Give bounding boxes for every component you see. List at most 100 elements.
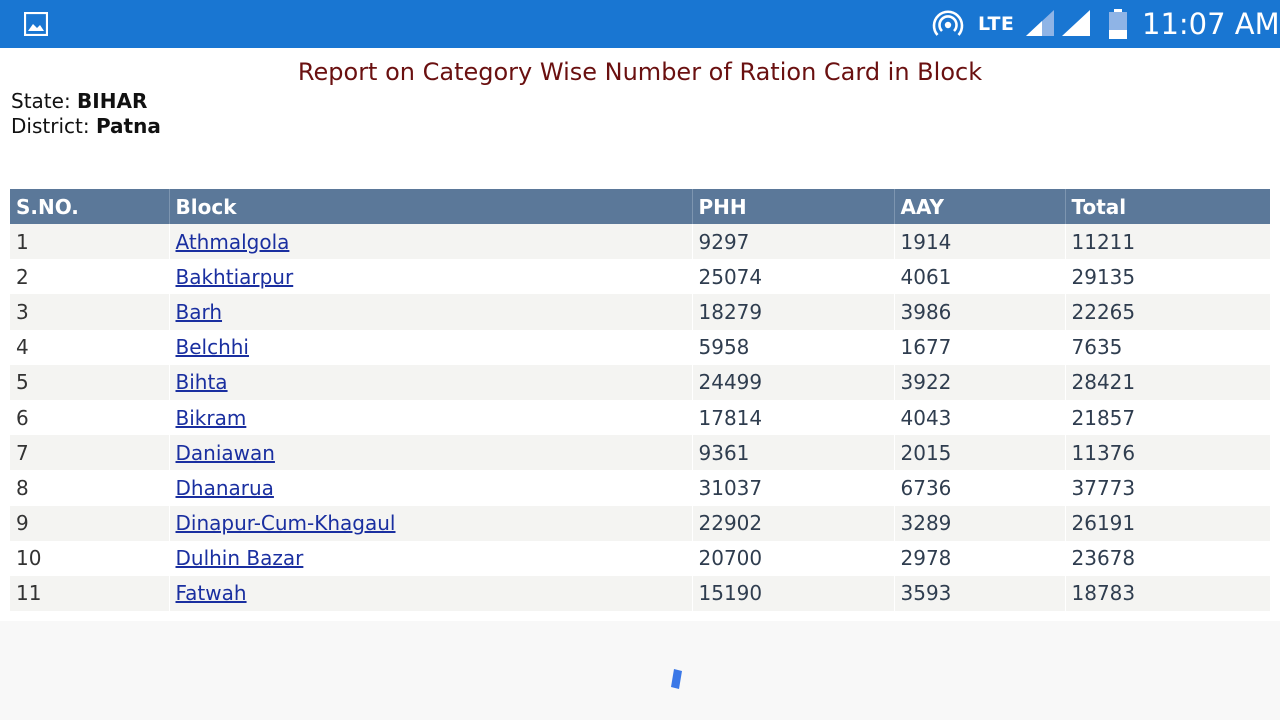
- table-row: 10 Dulhin Bazar 20700 2978 23678: [10, 540, 1270, 576]
- cell-total: 23678: [1064, 540, 1270, 576]
- block-link[interactable]: Dhanarua: [175, 475, 274, 500]
- table-header-row: S.NO. Block PHH AAY Total: [10, 189, 1270, 224]
- block-link[interactable]: Daniawan: [175, 440, 275, 465]
- cell-aay: 1914: [893, 224, 1065, 260]
- cell-sno: 4: [10, 329, 169, 365]
- cell-total: 18783: [1064, 575, 1270, 612]
- header-sno: S.NO.: [10, 189, 169, 224]
- cell-aay: 3922: [893, 364, 1065, 400]
- cell-aay: 1677: [893, 329, 1065, 365]
- cell-phh: 18279: [691, 294, 894, 330]
- cell-block: Daniawan: [168, 435, 692, 471]
- network-type-label: LTE: [978, 13, 1015, 35]
- cell-aay: 4043: [893, 399, 1065, 436]
- cell-sno: 7: [10, 435, 169, 471]
- cell-phh: 22902: [691, 505, 894, 541]
- cell-aay: 6736: [893, 470, 1065, 506]
- district-info: District: Patna: [11, 114, 161, 138]
- cell-sno: 3: [10, 294, 169, 330]
- signal-icon: [1026, 10, 1054, 36]
- status-bar: LTE 11:07 AM: [0, 0, 1280, 48]
- block-link[interactable]: Bikram: [175, 405, 247, 430]
- cell-aay: 2015: [893, 435, 1065, 471]
- table-body: 1 Athmalgola 9297 1914 11211 2 Bakhtiarpur 2507…: [10, 224, 1270, 612]
- cell-phh: 20700: [691, 540, 894, 576]
- cell-phh: 25074: [691, 259, 894, 295]
- cell-phh: 31037: [691, 470, 894, 506]
- state-info: State: BIHAR: [11, 89, 147, 113]
- cell-total: 26191: [1064, 505, 1270, 541]
- cell-block: Bikram: [168, 399, 692, 436]
- district-value: Patna: [95, 114, 161, 138]
- cell-total: 28421: [1064, 364, 1270, 400]
- cell-sno: 2: [10, 259, 169, 295]
- cell-sno: 8: [10, 470, 169, 506]
- cell-aay: 4061: [893, 259, 1065, 295]
- gallery-icon: [24, 12, 48, 36]
- cell-block: Bihta: [168, 364, 692, 400]
- cell-total: 11211: [1064, 224, 1270, 260]
- cell-block: Fatwah: [168, 575, 692, 612]
- cell-phh: 9297: [691, 224, 894, 260]
- cell-block: Belchhi: [168, 329, 692, 365]
- block-link[interactable]: Barh: [175, 299, 223, 324]
- cell-sno: 5: [10, 364, 169, 400]
- cell-block: Bakhtiarpur: [168, 259, 692, 295]
- district-label: District:: [11, 114, 96, 138]
- cell-total: 29135: [1064, 259, 1270, 295]
- block-link[interactable]: Dulhin Bazar: [175, 546, 304, 571]
- cell-sno: 1: [10, 224, 169, 260]
- cell-total: 7635: [1064, 329, 1270, 365]
- cell-sno: 10: [10, 540, 169, 576]
- table-row: 3 Barh 18279 3986 22265: [10, 294, 1270, 330]
- table-row: 11 Fatwah 15190 3593 18783: [10, 575, 1270, 612]
- report-title: Report on Category Wise Number of Ration…: [297, 58, 983, 86]
- ration-card-table: S.NO. Block PHH AAY Total 1 Athmalgola 929…: [10, 189, 1270, 612]
- cell-phh: 15190: [691, 575, 894, 612]
- block-link[interactable]: Dinapur-Cum-Khagaul: [175, 511, 396, 536]
- table-row: 5 Bihta 24499 3922 28421: [10, 364, 1270, 400]
- table-row: 9 Dinapur-Cum-Khagaul 22902 3289 26191: [10, 505, 1270, 541]
- table-row: 1 Athmalgola 9297 1914 11211: [10, 224, 1270, 260]
- cell-aay: 3289: [893, 505, 1065, 541]
- table-row: 2 Bakhtiarpur 25074 4061 29135: [10, 259, 1270, 295]
- block-link[interactable]: Athmalgola: [175, 229, 290, 254]
- cell-aay: 3986: [893, 294, 1065, 330]
- cell-block: Dulhin Bazar: [168, 540, 692, 576]
- cell-sno: 9: [10, 505, 169, 541]
- block-link[interactable]: Bihta: [175, 370, 228, 395]
- loading-spinner-icon: [671, 669, 682, 689]
- cell-block: Dhanarua: [168, 470, 692, 506]
- cell-sno: 6: [10, 399, 169, 436]
- cell-phh: 17814: [691, 399, 894, 436]
- block-link[interactable]: Belchhi: [175, 335, 250, 360]
- table-row: 6 Bikram 17814 4043 21857: [10, 399, 1270, 436]
- battery-icon: [1109, 9, 1127, 39]
- cell-block: Dinapur-Cum-Khagaul: [168, 505, 692, 541]
- header-phh: PHH: [691, 189, 894, 224]
- cell-sno: 11: [10, 575, 169, 612]
- signal-full-icon: [1062, 10, 1090, 36]
- header-total: Total: [1064, 189, 1270, 224]
- block-link[interactable]: Bakhtiarpur: [175, 264, 294, 289]
- cell-phh: 5958: [691, 329, 894, 365]
- state-label: State:: [11, 89, 78, 113]
- state-value: BIHAR: [77, 89, 148, 113]
- table-row: 4 Belchhi 5958 1677 7635: [10, 329, 1270, 365]
- header-aay: AAY: [893, 189, 1065, 224]
- cell-total: 22265: [1064, 294, 1270, 330]
- cell-aay: 2978: [893, 540, 1065, 576]
- table-row: 7 Daniawan 9361 2015 11376: [10, 435, 1270, 471]
- header-block: Block: [168, 189, 692, 224]
- block-link[interactable]: Fatwah: [175, 581, 247, 606]
- table-row: 8 Dhanarua 31037 6736 37773: [10, 470, 1270, 506]
- cell-total: 11376: [1064, 435, 1270, 471]
- page-footer-area: [0, 621, 1280, 720]
- cell-phh: 9361: [691, 435, 894, 471]
- cell-aay: 3593: [893, 575, 1065, 612]
- cell-block: Barh: [168, 294, 692, 330]
- cell-phh: 24499: [691, 364, 894, 400]
- cell-total: 21857: [1064, 399, 1270, 436]
- hotspot-icon: [932, 10, 964, 36]
- status-time: 11:07 AM: [1142, 7, 1280, 41]
